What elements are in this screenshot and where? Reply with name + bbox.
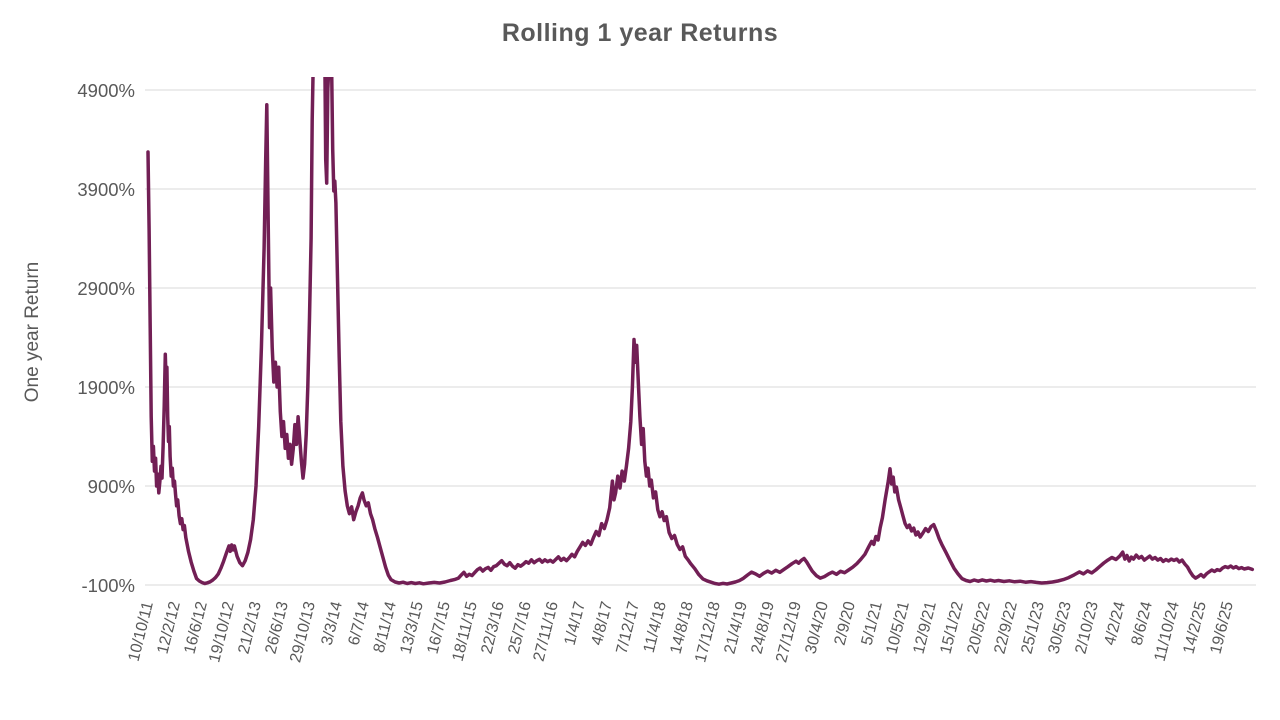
x-tick-label: 16/7/15 (424, 600, 453, 656)
x-tick-label: 30/4/20 (802, 600, 831, 656)
x-tick-label: 1/4/17 (562, 600, 589, 647)
x-tick-label: 14/2/25 (1180, 600, 1209, 656)
x-tick-label: 4/8/17 (589, 600, 616, 647)
x-tick-label: 6/7/14 (346, 600, 373, 647)
x-tick-label: 4/2/24 (1102, 600, 1129, 647)
y-tick-label: 900% (88, 476, 135, 497)
x-tick-label: 8/11/14 (371, 600, 400, 655)
chart-title: Rolling 1 year Returns (502, 19, 778, 47)
gridlines (145, 89, 1256, 586)
x-tick-label: 25/7/16 (505, 600, 534, 656)
y-tick-label: 4900% (77, 80, 135, 101)
y-axis-title: One year Return (22, 262, 43, 402)
x-tick-label: 21/2/13 (235, 600, 264, 656)
x-tick-label: 11/4/18 (641, 600, 670, 655)
x-tick-label: 27/11/16 (531, 600, 562, 663)
y-tick-label: 1900% (77, 377, 135, 398)
x-tick-label: 19/10/12 (206, 600, 238, 665)
x-tick-label: 25/1/23 (1018, 600, 1047, 656)
x-tick-label: 12/2/12 (154, 600, 183, 656)
x-tick-label: 20/5/22 (964, 600, 993, 656)
x-tick-label: 26/6/13 (262, 600, 291, 656)
x-tick-label: 18/11/15 (450, 600, 481, 663)
x-tick-label: 12/9/21 (910, 600, 939, 656)
x-tick-label: 13/3/15 (397, 600, 426, 656)
x-tick-label: 22/3/16 (478, 600, 507, 656)
x-tick-label: 8/6/24 (1129, 600, 1156, 647)
x-tick-label: 30/5/23 (1045, 600, 1074, 656)
y-tick-label: 3900% (77, 179, 135, 200)
x-tick-label: 21/4/19 (721, 600, 750, 656)
x-tick-label: 16/6/12 (181, 600, 210, 656)
x-tick-label: 2/9/20 (832, 600, 859, 647)
x-tick-label: 2/10/23 (1072, 600, 1101, 656)
x-tick-label: 29/10/13 (287, 600, 319, 665)
x-tick-label: 10/10/11 (126, 600, 157, 663)
x-tick-label: 15/1/22 (937, 600, 966, 656)
x-tick-label: 11/10/24 (1152, 600, 1183, 663)
x-tick-label: 17/12/18 (692, 600, 724, 665)
x-tick-label: 24/8/19 (748, 600, 777, 656)
y-axis-tick-labels: 4900% 3900% 2900% 1900% 900% -100% (77, 80, 135, 596)
plot-area (146, 77, 1255, 586)
x-tick-label: 5/1/21 (859, 600, 886, 647)
series-line (146, 77, 1255, 586)
y-tick-label: -100% (82, 575, 135, 596)
x-tick-label: 22/9/22 (991, 600, 1020, 656)
x-tick-label: 7/12/17 (613, 600, 642, 656)
x-tick-label: 3/3/14 (319, 600, 346, 647)
y-tick-label: 2900% (77, 278, 135, 299)
x-tick-label: 27/12/19 (773, 600, 805, 665)
x-tick-label: 14/8/18 (667, 600, 696, 656)
x-axis-tick-labels: 10/10/1112/2/1216/6/1219/10/1221/2/1326/… (126, 600, 1237, 665)
x-tick-label: 19/6/25 (1207, 600, 1236, 656)
x-tick-label: 10/5/21 (883, 600, 912, 656)
